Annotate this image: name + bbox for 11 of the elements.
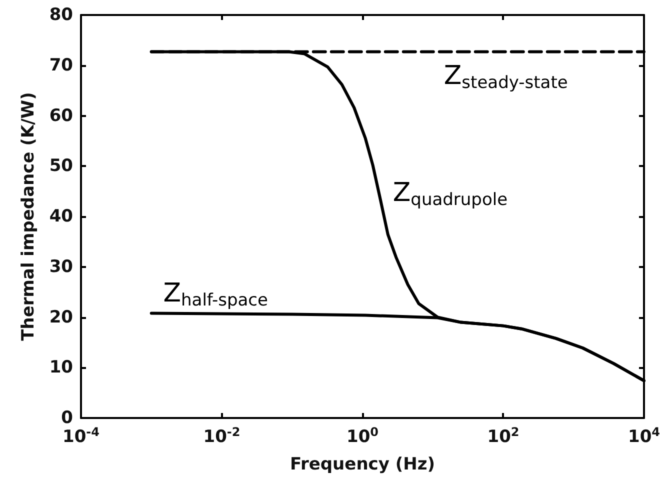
y-tick-label: 0 bbox=[61, 408, 74, 428]
y-tick-label: 10 bbox=[49, 358, 74, 378]
y-tick-label: 50 bbox=[49, 156, 74, 176]
y-axis-title: Thermal impedance (K/W) bbox=[18, 92, 38, 341]
y-tick-label: 80 bbox=[49, 5, 74, 25]
y-tick-label: 70 bbox=[49, 55, 74, 76]
y-tick-label: 60 bbox=[49, 106, 74, 126]
y-tick-label: 40 bbox=[49, 206, 74, 226]
y-tick-label: 30 bbox=[49, 256, 74, 277]
x-axis-title: Frequency (Hz) bbox=[290, 454, 436, 474]
y-tick-label: 20 bbox=[49, 307, 74, 328]
